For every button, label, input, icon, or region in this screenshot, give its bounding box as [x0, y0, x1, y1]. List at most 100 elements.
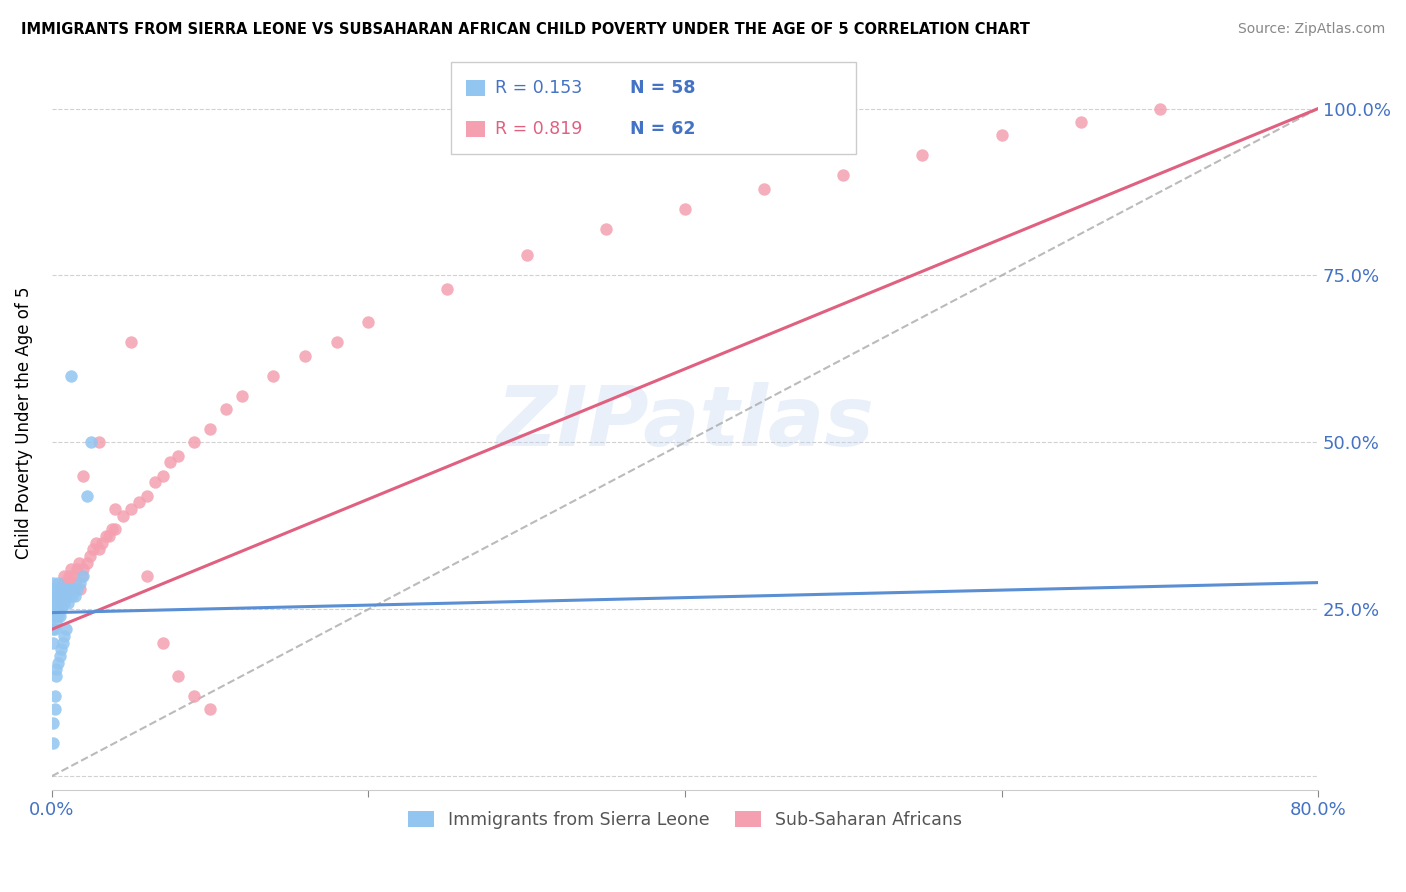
Point: [65, 575, 87, 590]
Point: [46, 602, 69, 616]
Point: [42, 596, 65, 610]
Point: [48, 609, 70, 624]
Point: [198, 702, 221, 716]
Point: [52, 596, 75, 610]
Point: [357, 315, 380, 329]
Point: [42, 582, 65, 597]
Point: [198, 422, 221, 436]
Point: [89, 435, 111, 450]
Text: IMMIGRANTS FROM SIERRA LEONE VS SUBSAHARAN AFRICAN CHILD POVERTY UNDER THE AGE O: IMMIGRANTS FROM SIERRA LEONE VS SUBSAHAR…: [21, 22, 1031, 37]
Point: [911, 148, 934, 162]
Point: [89, 542, 111, 557]
Point: [152, 468, 174, 483]
Point: [63, 569, 86, 583]
Point: [51, 642, 73, 657]
Point: [69, 575, 91, 590]
FancyBboxPatch shape: [465, 120, 485, 136]
Text: R = 0.153: R = 0.153: [495, 79, 582, 97]
Point: [46, 589, 69, 603]
Point: [65, 589, 87, 603]
Text: N = 62: N = 62: [630, 120, 696, 137]
Point: [59, 368, 82, 383]
Point: [48, 582, 70, 597]
Point: [120, 502, 142, 516]
Point: [44, 609, 66, 624]
Point: [45, 602, 67, 616]
Point: [46, 609, 69, 624]
Point: [84, 535, 107, 549]
Point: [67, 556, 90, 570]
Legend: Immigrants from Sierra Leone, Sub-Saharan Africans: Immigrants from Sierra Leone, Sub-Sahara…: [401, 804, 969, 836]
Point: [55, 623, 77, 637]
Point: [53, 629, 76, 643]
Point: [52, 589, 75, 603]
Point: [53, 596, 76, 610]
Point: [44, 702, 66, 716]
Point: [72, 562, 94, 576]
Point: [42, 736, 65, 750]
Point: [79, 549, 101, 563]
Point: [53, 569, 76, 583]
Point: [673, 202, 696, 216]
Point: [516, 248, 538, 262]
Point: [42, 635, 65, 649]
Text: Source: ZipAtlas.com: Source: ZipAtlas.com: [1237, 22, 1385, 37]
Point: [51, 582, 73, 597]
Point: [42, 715, 65, 730]
Point: [44, 689, 66, 703]
Point: [1149, 102, 1171, 116]
Point: [51, 589, 73, 603]
Point: [42, 575, 65, 590]
Point: [51, 596, 73, 610]
Point: [44, 589, 66, 603]
Point: [44, 623, 66, 637]
Point: [120, 335, 142, 350]
Point: [46, 575, 69, 590]
Point: [45, 596, 67, 610]
Point: [45, 662, 67, 676]
Point: [183, 689, 205, 703]
Y-axis label: Child Poverty Under the Age of 5: Child Poverty Under the Age of 5: [15, 286, 32, 558]
Point: [58, 569, 80, 583]
Point: [262, 368, 284, 383]
Point: [42, 589, 65, 603]
Point: [60, 589, 83, 603]
Point: [53, 582, 76, 597]
Point: [42, 609, 65, 624]
Text: N = 58: N = 58: [630, 79, 696, 97]
Point: [59, 582, 82, 597]
Point: [72, 569, 94, 583]
Point: [128, 495, 150, 509]
Point: [167, 449, 190, 463]
Point: [215, 402, 238, 417]
Point: [76, 489, 98, 503]
Point: [832, 169, 855, 183]
Point: [55, 589, 77, 603]
Point: [101, 522, 124, 536]
Point: [97, 529, 120, 543]
Point: [167, 669, 190, 683]
Point: [42, 623, 65, 637]
Point: [76, 556, 98, 570]
Point: [45, 615, 67, 630]
Point: [70, 569, 93, 583]
Point: [231, 389, 253, 403]
Point: [143, 475, 166, 490]
Point: [990, 128, 1012, 143]
Point: [1070, 115, 1092, 129]
Point: [436, 282, 458, 296]
Point: [48, 596, 70, 610]
Point: [48, 582, 70, 597]
Point: [52, 575, 75, 590]
Point: [44, 582, 66, 597]
Point: [66, 562, 89, 576]
Point: [45, 582, 67, 597]
Text: ZIPatlas: ZIPatlas: [496, 382, 875, 463]
Point: [135, 569, 157, 583]
Point: [91, 535, 114, 549]
Point: [66, 582, 89, 597]
Point: [80, 435, 103, 450]
Point: [46, 589, 69, 603]
Point: [45, 669, 67, 683]
Point: [51, 602, 73, 616]
